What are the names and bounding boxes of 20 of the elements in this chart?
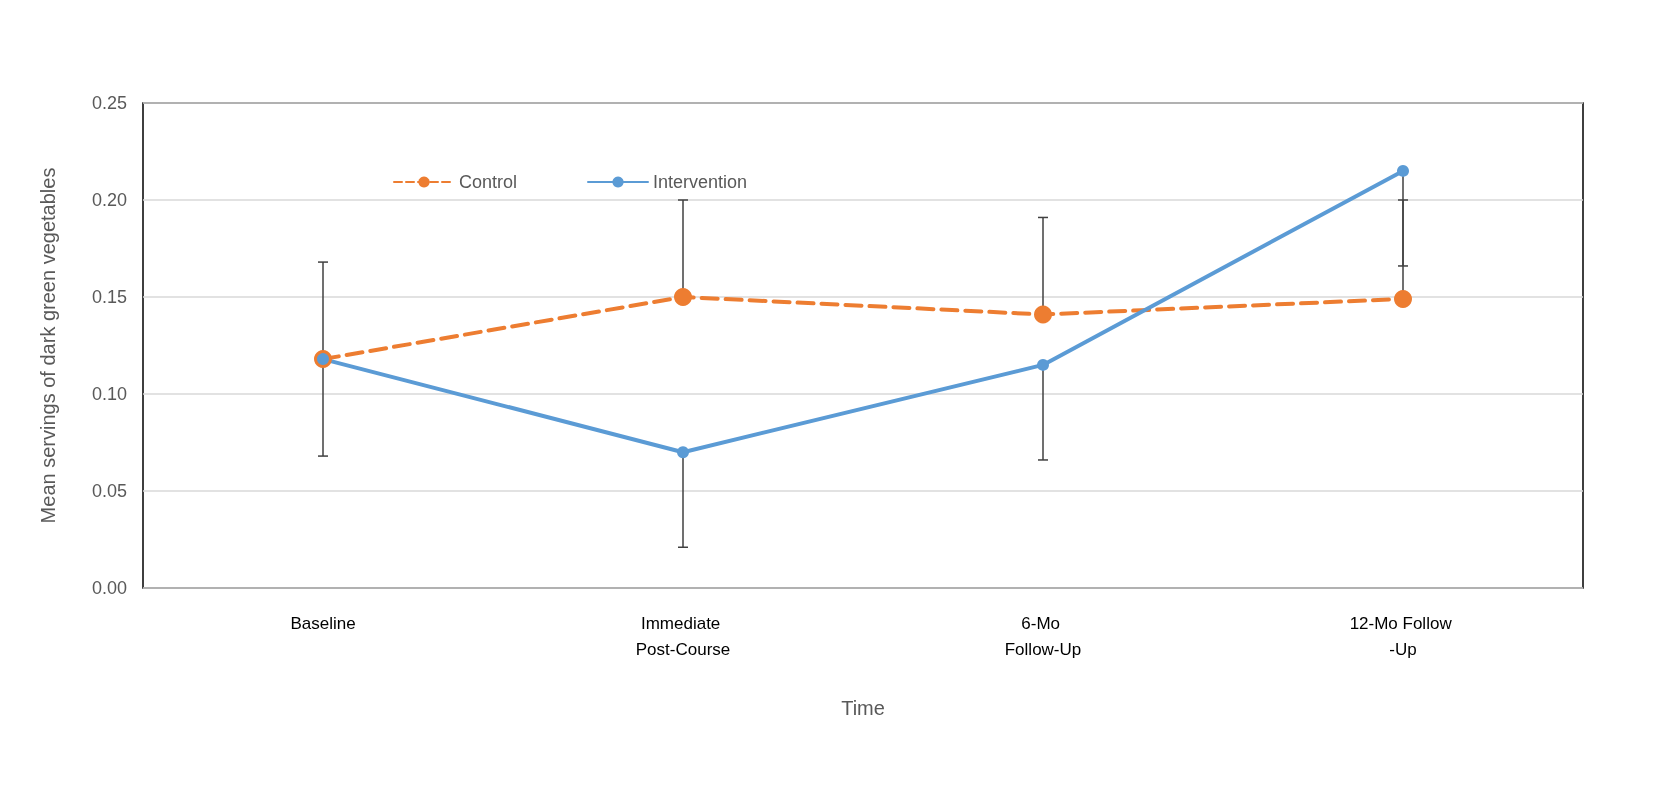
point <box>674 288 692 306</box>
y-tick-label: 0.05 <box>91 481 127 501</box>
y-tick-label: 0.20 <box>91 190 127 210</box>
y-tick-label: 0.10 <box>91 384 127 404</box>
point <box>1394 289 1412 308</box>
point <box>1037 358 1049 371</box>
point <box>677 446 689 459</box>
x-tick-label: 12-Mo Follow -Up <box>1349 613 1457 659</box>
x-tick-label: 6-Mo Follow-Up <box>1004 613 1082 659</box>
x-tick-label: Baseline <box>290 613 356 633</box>
y-tick-label: 0.25 <box>91 93 127 113</box>
point <box>1397 164 1409 177</box>
x-tick-label: Immediate Post-Course <box>635 613 731 659</box>
legend-label: Intervention <box>653 172 748 192</box>
legend-label: Control <box>459 172 518 192</box>
point <box>1034 305 1052 324</box>
y-tick-label: 0.00 <box>91 578 127 598</box>
y-axis-title: Mean servings of dark green vegetables <box>37 167 59 524</box>
x-axis-title: Time <box>841 697 885 719</box>
y-tick-label: 0.15 <box>91 287 127 307</box>
